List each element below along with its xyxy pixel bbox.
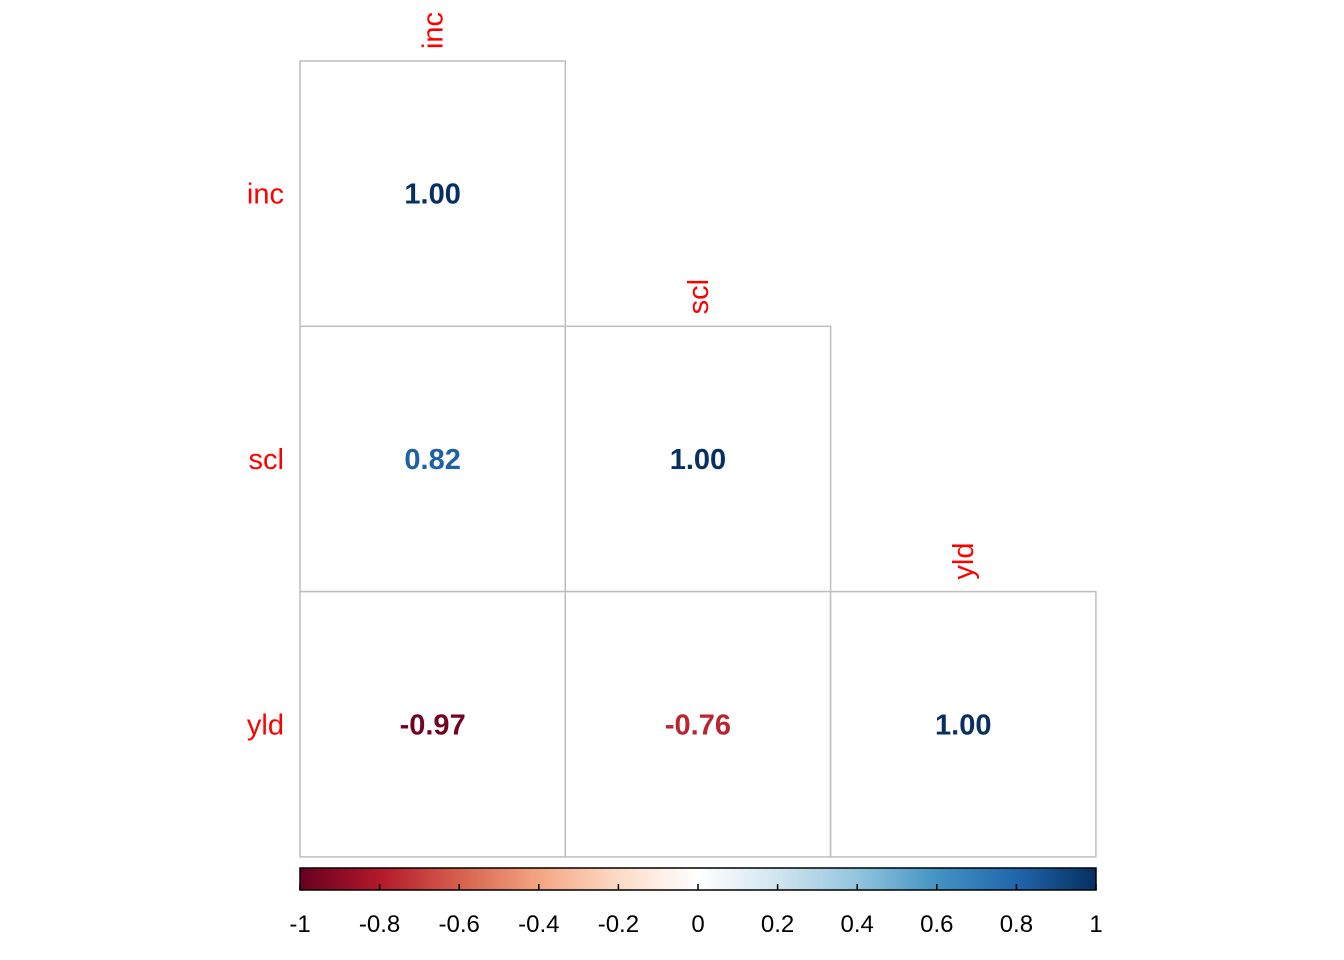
cell-yld-scl [564, 590, 832, 858]
colorbar-tick-label-7: 0.4 [841, 911, 874, 938]
cell-inc-inc [299, 60, 567, 328]
row-label-inc: inc [247, 179, 284, 211]
row-label-scl: scl [249, 444, 284, 476]
correlation-cells: 1.00 0.82 1.00 -0.97 -0.76 1.00 [299, 60, 1097, 858]
column-label-yld: yld [948, 543, 980, 580]
colorbar-tick-label-6: 0.2 [761, 911, 794, 938]
colorbar-tick-label-10: 1 [1089, 911, 1102, 938]
colorbar-tick-label-0: -1 [289, 911, 310, 938]
colorbar-tick-label-4: -0.2 [598, 911, 639, 938]
colorbar-tick-label-9: 0.8 [1000, 911, 1033, 938]
cell-yld-yld [829, 590, 1097, 858]
cell-value-inc-inc: 1.00 [404, 179, 460, 211]
cell-value-yld-inc: -0.97 [400, 709, 466, 741]
cell-scl-scl [564, 325, 832, 593]
colorbar-tick-label-1: -0.8 [359, 911, 400, 938]
cell-value-yld-yld: 1.00 [935, 709, 991, 741]
colorbar: -1 -0.8 -0.6 -0.4 -0.2 0 0.2 0.4 0.6 0.8 1 [289, 867, 1103, 938]
cell-scl-inc [299, 325, 567, 593]
column-label-scl: scl [683, 279, 715, 314]
colorbar-tick-label-3: -0.4 [518, 911, 559, 938]
colorbar-tick-label-8: 0.6 [920, 911, 953, 938]
cell-value-yld-scl: -0.76 [665, 709, 731, 741]
cell-value-scl-scl: 1.00 [670, 444, 726, 476]
cell-yld-inc [299, 590, 567, 858]
colorbar-tick-label-5: 0 [691, 911, 704, 938]
column-label-inc: inc [418, 12, 450, 49]
colorbar-tick-label-2: -0.6 [439, 911, 480, 938]
column-labels: inc scl yld [418, 12, 981, 580]
cell-value-scl-inc: 0.82 [404, 444, 460, 476]
row-labels: inc scl yld [247, 179, 284, 742]
row-label-yld: yld [247, 709, 284, 741]
